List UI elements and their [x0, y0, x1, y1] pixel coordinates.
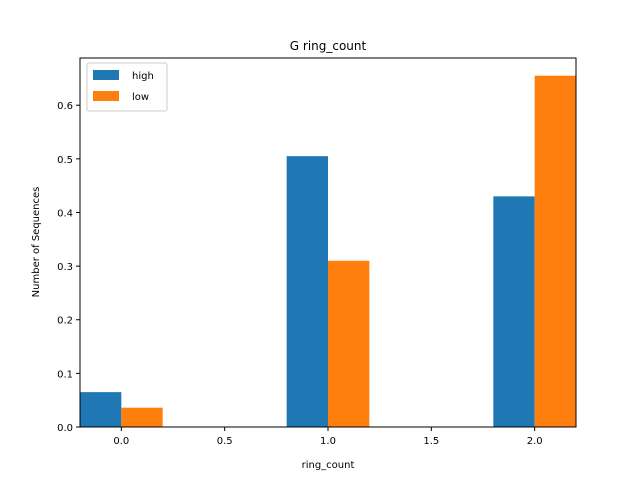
bars-group: [80, 75, 576, 427]
legend-label-low: low: [132, 92, 149, 103]
bar-high-1: [286, 156, 328, 427]
legend-swatch-low: [93, 91, 119, 101]
legend: high low: [86, 62, 168, 112]
x-tick-label: 1.0: [320, 436, 336, 447]
x-ticks: 0.0 0.5 1.0 1.5 2.0: [113, 427, 543, 447]
legend-label-high: high: [132, 71, 154, 82]
bar-high-0: [80, 392, 122, 427]
y-tick-label: 0.5: [57, 155, 73, 166]
y-tick-label: 0.0: [57, 423, 73, 434]
bar-high-2: [493, 196, 535, 427]
x-tick-label: 0.0: [113, 436, 129, 447]
y-tick-label: 0.2: [57, 316, 73, 327]
x-axis-label: ring_count: [302, 460, 355, 471]
y-tick-label: 0.4: [57, 208, 73, 219]
chart-title: G ring_count: [290, 39, 367, 53]
x-tick-label: 0.5: [217, 436, 233, 447]
bar-low-2: [534, 75, 576, 427]
bar-low-1: [328, 260, 370, 427]
y-axis-label: Number of Sequences: [31, 187, 42, 298]
y-tick-label: 0.3: [57, 262, 73, 273]
bar-low-0: [121, 407, 163, 427]
x-tick-label: 1.5: [423, 436, 439, 447]
y-tick-label: 0.6: [57, 101, 73, 112]
y-tick-label: 0.1: [57, 369, 73, 380]
x-tick-label: 2.0: [527, 436, 543, 447]
legend-swatch-high: [93, 70, 119, 80]
y-ticks: 0.0 0.1 0.2 0.3 0.4 0.5 0.6: [57, 101, 80, 434]
